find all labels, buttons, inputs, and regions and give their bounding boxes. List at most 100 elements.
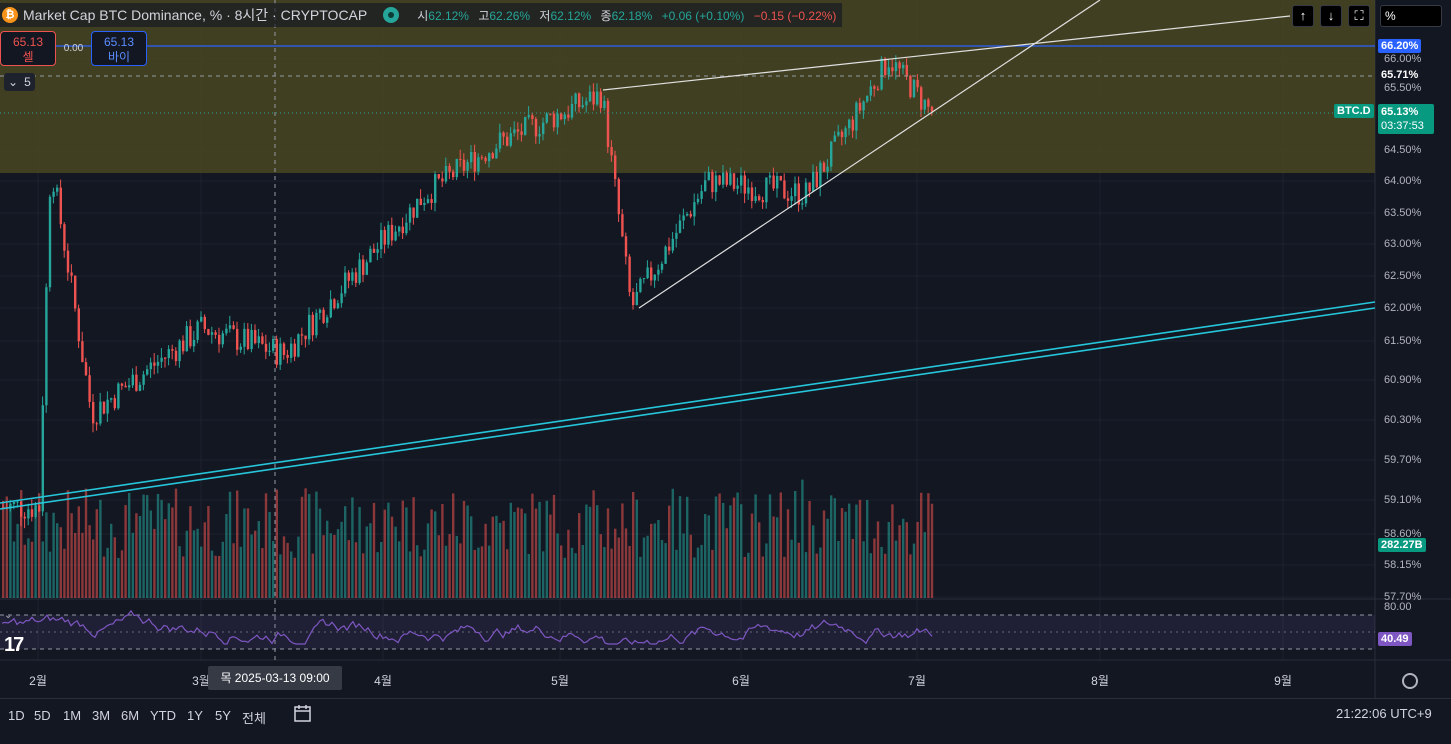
candle [164,356,167,368]
candle [891,59,894,77]
candle [660,261,664,274]
calendar-range-icon[interactable] [292,704,314,724]
volume-bar [275,489,278,598]
candle [696,193,700,205]
volume-bar [84,488,88,598]
timeframe-3m-button[interactable]: 3M [92,708,111,723]
volume-bar [293,557,296,598]
candle [873,84,876,97]
channel-line-lower[interactable] [0,307,1376,510]
volume-bar [412,497,415,598]
volume-bar [218,555,221,598]
sell-button[interactable]: 65.13 셀 [0,30,56,66]
volume-bar [898,525,901,598]
candle [624,232,628,265]
volume-bar [135,513,138,598]
candle [596,83,599,107]
drawing-lines[interactable] [0,0,1376,660]
chevron-down-icon[interactable]: ⌄ [4,610,13,621]
volume-bar [156,493,160,598]
candle [606,98,610,154]
volume-bar [632,491,635,598]
fullscreen-button[interactable]: ⛶ [1348,5,1370,27]
candle [549,113,552,116]
volume-bar [74,532,77,598]
volume-bar [718,493,721,598]
scroll-down-button[interactable]: ↓ [1320,5,1342,27]
volume-bar [38,493,41,598]
candle [754,186,757,204]
volume-bar [585,504,588,598]
arrow-up-icon: ↑ [1299,8,1307,23]
timeframe-전체-button[interactable]: 전체 [242,711,266,726]
volume-bar [812,525,815,598]
candle [560,112,563,121]
channel-line-upper[interactable] [0,301,1376,504]
eye-icon[interactable] [383,7,400,23]
volume-bar [779,492,782,598]
timeframe-5d-button[interactable]: 5D [34,708,51,723]
unit-input[interactable]: % [1380,5,1442,27]
indicator-collapse-button[interactable]: ⌄ 5 [4,73,35,91]
volume-bar [416,545,419,598]
volume-bar [567,529,570,598]
volume-bar [740,504,743,598]
timeframe-6m-button[interactable]: 6M [121,708,140,723]
trendline-lower[interactable] [638,0,1101,309]
volume-bar [434,511,437,598]
candle [750,181,754,209]
candle [135,366,138,392]
buy-label: 바이 [107,49,131,64]
volume-bar [70,513,73,598]
candle [786,190,790,209]
volume-bar [902,518,905,598]
candle [200,311,203,323]
candle [365,259,368,275]
timeframe-1y-button[interactable]: 1Y [187,708,203,723]
candle [592,83,595,111]
volume-bar [282,536,286,598]
price-tick: 59.70% [1384,454,1422,466]
candle [581,96,584,109]
volume-bar [776,517,779,598]
trendline-upper[interactable] [602,15,1291,91]
candle [322,307,325,325]
candle [653,274,656,288]
candle [174,347,178,366]
volume-bar [16,523,19,598]
clock-timezone[interactable]: 21:22:06 UTC+9 [1336,706,1432,721]
buy-button[interactable]: 65.13 바이 [91,30,147,66]
volume-bar [581,544,584,598]
volume-bar [362,553,365,598]
timeframe-ytd-button[interactable]: YTD [150,708,176,723]
timeframe-1m-button[interactable]: 1M [63,708,82,723]
price-tick: 66.00% [1384,53,1422,65]
volume-bar [844,511,847,598]
candle [203,314,206,334]
scroll-up-button[interactable]: ↑ [1292,5,1314,27]
volume-bar [560,545,563,598]
volume-bar [635,499,638,598]
candle [700,184,703,204]
volume-bar [30,541,34,598]
candle [153,353,156,375]
candle [711,169,714,199]
candle [372,243,376,253]
candle [574,92,577,112]
volume-bar [592,490,595,598]
candle [462,153,466,176]
candle [124,381,127,388]
candle [394,225,397,242]
rsi-pane [0,609,1375,650]
candle [196,319,199,344]
candle [779,175,782,181]
timeframe-5y-button[interactable]: 5Y [215,708,231,723]
time-tick: 9월 [1274,674,1292,688]
volume-bar [380,541,383,598]
symbol-title[interactable]: Market Cap BTC Dominance, % · 8시간 · CRYP… [23,7,368,23]
gear-icon[interactable] [1402,673,1418,689]
volume-bar [203,522,206,598]
candle [52,187,55,204]
timeframe-1d-button[interactable]: 1D [8,708,25,723]
